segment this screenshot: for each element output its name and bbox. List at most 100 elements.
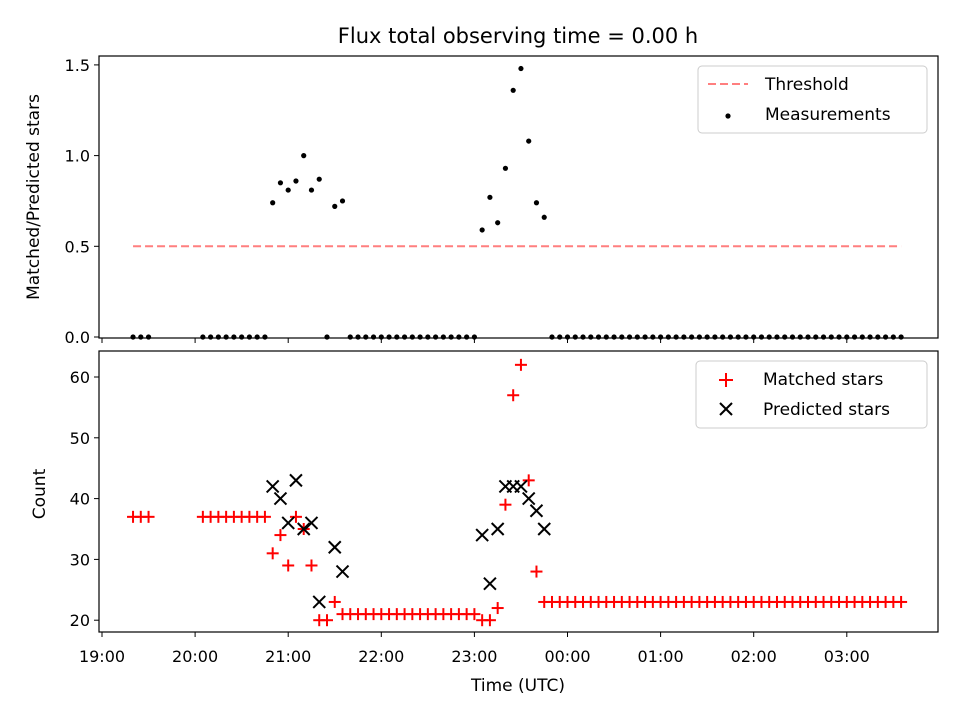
measurement-point [339, 198, 346, 204]
predicted-star-point [475, 528, 489, 542]
top-y-tick-label: 0.0 [65, 328, 90, 347]
measurement-point [557, 334, 563, 340]
measurement-point [696, 334, 702, 340]
measurement-point [533, 200, 540, 206]
measurement-point [580, 334, 586, 340]
measurement-point [308, 187, 315, 193]
predicted-star-point [304, 516, 319, 530]
measurement-point [518, 65, 524, 72]
measurement-point [541, 214, 547, 220]
top-y-tick-label: 1.5 [65, 56, 90, 75]
measurement-point [246, 334, 253, 340]
measurement-point [417, 334, 423, 340]
matched-star-point [328, 595, 341, 608]
measurement-point [859, 334, 865, 340]
measurement-point [370, 334, 377, 340]
measurement-point [727, 334, 734, 340]
measurement-point [549, 334, 555, 340]
predicted-star-point [529, 504, 544, 518]
matched-star-point [491, 602, 504, 615]
measurement-point [743, 334, 749, 340]
measurement-point [813, 334, 819, 340]
measurement-point [239, 334, 245, 340]
matched-star-point [274, 529, 287, 542]
bottom-plot-area [127, 358, 908, 627]
top-x-ticks [101, 338, 848, 343]
legend-predicted-label: Predicted stars [763, 400, 890, 420]
measurement-point [572, 334, 578, 340]
measurement-point [619, 334, 625, 340]
predicted-star-point [281, 516, 295, 530]
measurement-point [479, 227, 485, 233]
measurement-point [464, 334, 470, 340]
measurement-point [712, 334, 718, 340]
bottom-y-axis-label: Count [30, 468, 50, 519]
measurement-point [324, 334, 330, 340]
measurement-point [277, 180, 284, 186]
measurement-point [293, 178, 299, 184]
measurement-point [456, 334, 462, 340]
measurement-point [820, 334, 827, 340]
predicted-star-point [522, 491, 536, 506]
measurement-point [200, 334, 206, 340]
measurement-point [487, 194, 493, 200]
legend-matched-label: Matched stars [763, 370, 883, 390]
top-y-tick-label: 0.5 [65, 237, 90, 256]
top-panel: 0.0 0.5 1.0 1.5 Matched/Predicted stars Thr… [24, 55, 939, 347]
bottom-x-tick-label: 19:00 [79, 647, 125, 666]
bottom-x-axis-label: Time (UTC) [470, 676, 565, 696]
predicted-star-point [297, 522, 311, 536]
matched-star-point [468, 608, 481, 621]
matched-star-point [142, 510, 155, 523]
measurement-point [301, 153, 307, 159]
measurement-point [867, 334, 873, 340]
legend-predicted-swatch [719, 402, 733, 416]
bottom-legend: Matched stars Predicted stars [695, 360, 928, 429]
measurement-point [665, 334, 671, 340]
measurement-point [401, 334, 408, 340]
matched-star-point [507, 389, 520, 402]
bottom-x-tick-label: 20:00 [172, 647, 218, 666]
predicted-star-point [483, 577, 497, 591]
top-y-ticks: 0.0 0.5 1.0 1.5 [65, 56, 99, 347]
measurement-point [805, 334, 811, 340]
bottom-x-tick-label: 22:00 [358, 647, 404, 666]
matched-star-point [282, 559, 295, 572]
measurement-point [332, 203, 338, 209]
measurement-point [689, 334, 695, 340]
measurement-point [611, 334, 617, 340]
measurement-point [875, 334, 881, 340]
bottom-x-ticks: 19:00 20:00 21:00 22:00 23:00 00:00 01:00 02:00… [79, 632, 870, 666]
bottom-x-tick-label: 23:00 [451, 647, 497, 666]
measurement-point [347, 334, 353, 340]
top-legend: Threshold Measurements [697, 65, 928, 134]
measurement-point [231, 334, 237, 340]
measurement-point [720, 334, 726, 340]
predicted-star-point [265, 479, 280, 494]
measurement-point [828, 334, 834, 340]
bottom-y-tick-label: 40 [70, 490, 90, 509]
bottom-x-tick-label: 03:00 [824, 647, 870, 666]
measurement-point [355, 334, 361, 340]
top-axes-frame [98, 55, 939, 339]
matched-star-point [530, 565, 543, 578]
legend-threshold-label: Threshold [764, 75, 849, 95]
measurement-point [526, 138, 532, 144]
measurement-point [448, 334, 454, 340]
matched-star-point [499, 498, 512, 511]
measurement-point [433, 334, 439, 340]
measurement-point [681, 334, 687, 340]
measurement-point [758, 334, 765, 340]
bottom-y-tick-label: 50 [70, 429, 90, 448]
legend-matched-swatch [719, 373, 733, 387]
measurement-point [588, 334, 594, 340]
measurement-point [797, 334, 803, 340]
measurement-point [774, 334, 780, 340]
measurement-point [270, 200, 276, 206]
bottom-panel: 20 30 40 50 60 19:00 20:00 21:00 22:00 23:00 00:0… [30, 350, 939, 696]
measurement-point [890, 334, 896, 340]
measurement-point [130, 334, 136, 340]
measurement-point [145, 334, 152, 340]
measurement-point [789, 334, 796, 340]
